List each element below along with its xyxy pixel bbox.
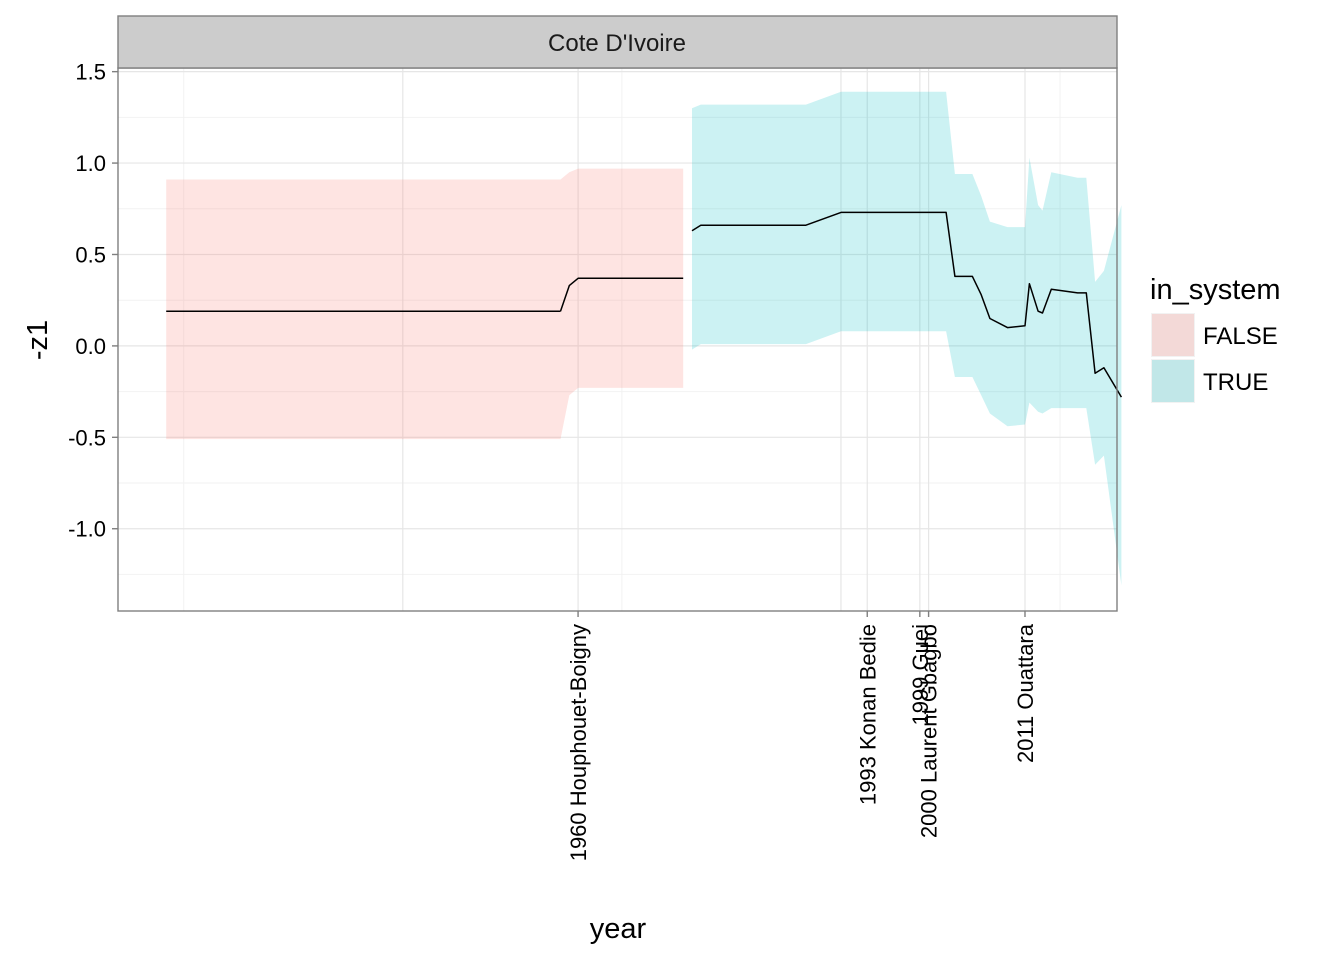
ribbon-false-0 — [166, 179, 561, 440]
y-axis-title: -z1 — [22, 320, 54, 360]
x-tick-label: 1993 Konan Bedie — [855, 624, 880, 805]
legend-title: in_system — [1150, 274, 1281, 306]
y-axis: 1.5 1.0 0.5 0.0 -0.5 -1.0 — [68, 60, 118, 542]
y-tick-label: 0.0 — [75, 334, 106, 359]
legend-label: FALSE — [1203, 323, 1278, 350]
y-tick-label: 1.5 — [75, 60, 106, 85]
x-axis-title: year — [590, 913, 647, 945]
y-tick-label: -0.5 — [68, 425, 106, 450]
legend: in_system FALSE TRUE — [1149, 274, 1281, 405]
y-tick-label: 0.5 — [75, 242, 106, 267]
legend-key-true — [1152, 360, 1194, 402]
x-tick-label: 2000 Laurent Gbagbo — [917, 624, 942, 838]
y-tick-label: -1.0 — [68, 517, 106, 542]
estimate-lines — [166, 211, 1123, 398]
y-tick-label: 1.0 — [75, 151, 106, 176]
confidence-ribbons — [166, 91, 1122, 586]
x-axis: 1960 Houphouet-Boigny 1993 Konan Bedie 199… — [566, 611, 1038, 861]
x-tick-label: 2011 Ouattara — [1013, 623, 1038, 763]
x-tick-label: 1999 Guei — [908, 624, 933, 726]
ribbon-false-1 — [560, 168, 684, 440]
x-tick-label: 1960 Houphouet-Boigny — [566, 624, 591, 861]
legend-key-false — [1152, 314, 1194, 356]
legend-items: FALSE TRUE — [1149, 311, 1278, 405]
legend-key-bg — [1149, 357, 1197, 405]
facet-label: Cote D'Ivoire — [548, 30, 686, 57]
line-false-1 — [559, 277, 684, 312]
plot-panel — [118, 68, 1117, 611]
ribbon-true-2 — [692, 91, 1122, 586]
line-true-2 — [691, 211, 1123, 398]
facet-strip — [117, 15, 1118, 69]
legend-label: TRUE — [1203, 369, 1268, 396]
grid-minor — [118, 68, 1117, 611]
grid-major — [118, 68, 1117, 611]
